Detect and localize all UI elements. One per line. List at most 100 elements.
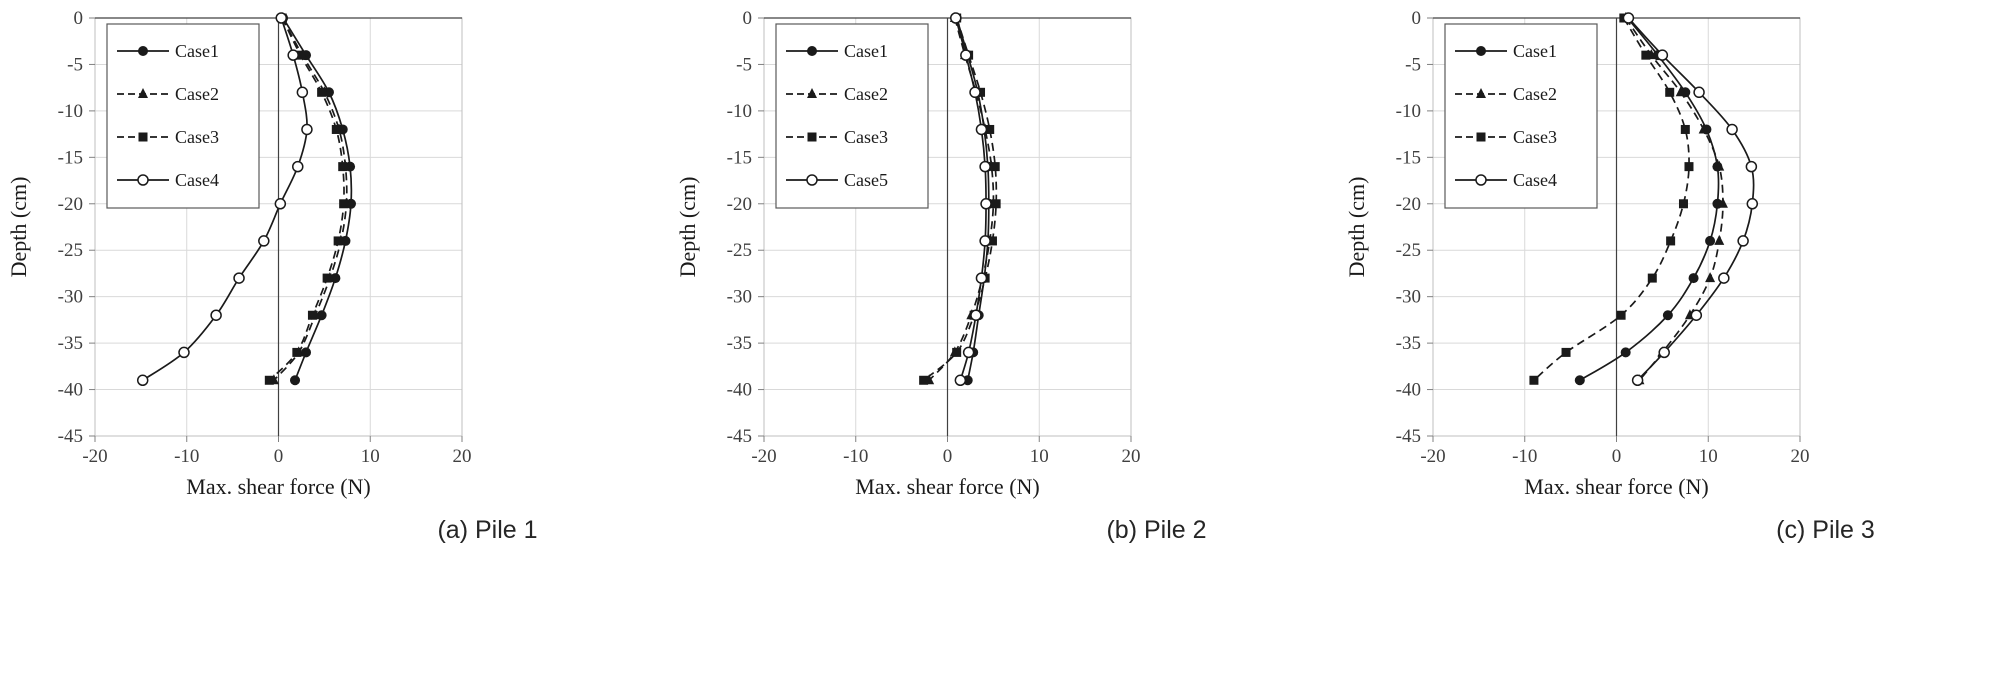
marker-circle-open [960, 49, 972, 61]
legend-label: Case1 [175, 41, 219, 61]
marker-circle-open [975, 272, 988, 284]
series-case5 [950, 12, 992, 387]
y-tick-label: -10 [58, 101, 83, 122]
y-tick-label: -15 [1396, 147, 1421, 168]
series-line [273, 17, 348, 381]
marker-square-filled [338, 162, 348, 172]
marker-circle-open [1726, 123, 1738, 136]
y-tick-label: -25 [1396, 240, 1421, 261]
y-tick-label: 0 [74, 8, 84, 29]
marker-circle-filled [1688, 273, 1699, 284]
caption-pile-3: (c) Pile 3 [1776, 516, 1875, 544]
caption-pile-1: (a) Pile 1 [437, 516, 538, 544]
marker-circle-open [137, 174, 149, 186]
x-axis-label: Max. shear force (N) [186, 474, 370, 499]
marker-triangle-filled [1705, 272, 1716, 283]
marker-triangle-filled [1476, 88, 1486, 98]
legend-box [106, 23, 260, 209]
marker-circle-open [975, 123, 988, 136]
tick-marks [1427, 17, 1801, 442]
chart-pile-2: -20 -10 0 10 20 0 -5 -10 -15 -20 -25 -30 -35 -40 -45 Ma… [669, 4, 1338, 545]
x-axis-label: Max. shear force (N) [1524, 474, 1708, 499]
y-tick-label: -40 [1396, 380, 1421, 401]
marker-square-filled [1680, 124, 1690, 134]
marker-circle-open [970, 309, 982, 321]
y-tick-label: -20 [727, 194, 752, 215]
x-tick-label: 0 [1612, 446, 1622, 467]
marker-circle-open [950, 12, 962, 24]
marker-circle-open [1737, 235, 1749, 247]
marker-circle-open [274, 198, 287, 210]
legend-label: Case2 [1513, 84, 1557, 104]
marker-circle-filled [1574, 375, 1585, 386]
series-line [1627, 17, 1755, 381]
y-tick-label: -35 [1396, 333, 1421, 354]
x-tick-label: 20 [453, 446, 472, 467]
legend-label: Case4 [175, 170, 219, 190]
marker-square-filled [138, 132, 148, 142]
series-line [1579, 17, 1720, 381]
x-tick-label: -10 [1512, 446, 1537, 467]
marker-triangle-filled [807, 88, 817, 98]
marker-circle-filled [1476, 46, 1486, 56]
y-axis-label: Depth (cm) [1344, 177, 1369, 278]
y-tick-label: -10 [727, 101, 752, 122]
series-line [282, 17, 353, 381]
y-tick-label: -45 [58, 426, 83, 447]
marker-circle-open [1656, 49, 1669, 61]
marker-circle-open [1746, 198, 1759, 210]
y-tick-label: -20 [58, 194, 83, 215]
y-tick-label: -30 [58, 287, 83, 308]
marker-circle-filled [1705, 235, 1716, 246]
marker-circle-filled [301, 347, 312, 358]
tick-labels: -20 -10 0 10 20 0 -5 -10 -15 -20 -25 -30 -35 -40 -45 [727, 8, 1141, 467]
marker-circle-open [954, 374, 967, 387]
y-tick-label: 0 [743, 8, 753, 29]
legend-label: Case5 [844, 170, 888, 190]
pile-3-plot: -20 -10 0 10 20 0 -5 -10 -15 -20 -25 -30 -35 -40 -45 Ma… [1344, 8, 1810, 499]
x-tick-label: 10 [1030, 446, 1049, 467]
marker-square-filled [1561, 347, 1571, 357]
x-tick-label: 0 [943, 446, 953, 467]
marker-square-filled [1684, 162, 1694, 172]
y-tick-label: -25 [727, 240, 752, 261]
y-tick-label: -10 [1396, 101, 1421, 122]
x-tick-label: 10 [1699, 446, 1718, 467]
caption-pile-2: (b) Pile 2 [1106, 516, 1207, 544]
series-case4 [1622, 12, 1759, 387]
legend-box [775, 23, 929, 209]
legend: Case1 Case2 Case3 Case4 [106, 23, 260, 209]
y-tick-label: -45 [1396, 426, 1421, 447]
legend-label: Case1 [844, 41, 888, 61]
x-tick-label: 20 [1791, 446, 1810, 467]
marker-triangle-filled [1698, 123, 1709, 134]
marker-circle-filled [290, 375, 301, 386]
x-tick-label: -10 [174, 446, 199, 467]
series-case3 [1529, 13, 1694, 385]
marker-circle-filled [807, 46, 817, 56]
marker-circle-open [806, 174, 818, 186]
series-line [923, 17, 998, 381]
y-tick-label: -5 [67, 54, 83, 75]
marker-square-filled [990, 162, 1000, 172]
marker-circle-open [1690, 309, 1703, 321]
marker-square-filled [1647, 273, 1657, 283]
legend: Case1 Case2 Case3 Case5 [775, 23, 929, 209]
y-axis-label: Depth (cm) [6, 177, 31, 278]
marker-square-filled [331, 124, 341, 134]
marker-circle-open [1693, 86, 1705, 99]
marker-circle-open [258, 235, 270, 247]
x-tick-label: 10 [361, 446, 380, 467]
tick-labels: -20 -10 0 10 20 0 -5 -10 -15 -20 -25 -30 -35 -40 -45 [58, 8, 472, 467]
marker-circle-open [979, 235, 991, 247]
marker-circle-open [292, 160, 304, 173]
y-tick-label: -5 [1405, 54, 1421, 75]
marker-circle-open [1475, 174, 1487, 186]
legend-box [1444, 23, 1598, 209]
marker-square-filled [333, 236, 343, 246]
marker-square-filled [919, 375, 929, 385]
legend: Case1 Case2 Case3 Case4 [1444, 23, 1598, 209]
marker-square-filled [1641, 50, 1651, 60]
tick-marks [89, 17, 463, 442]
tick-marks [758, 17, 1132, 442]
